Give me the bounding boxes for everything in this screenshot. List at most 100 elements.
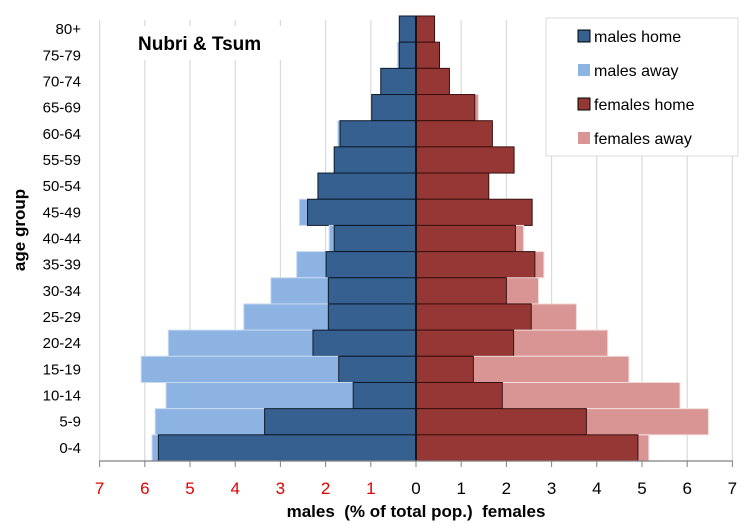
bar-males-home xyxy=(312,329,417,357)
bar-females-home xyxy=(415,146,515,174)
x-tick-label-males: 6 xyxy=(140,479,149,498)
y-tick-label: 60-64 xyxy=(43,126,81,143)
bar-females-away xyxy=(513,329,609,357)
y-tick-label: 5-9 xyxy=(59,414,81,431)
bar-females-home xyxy=(415,41,441,69)
y-tick-labels: 80+ 75-79 70-74 65-69 60-64 55-59 50-54 45-49 40… xyxy=(43,21,82,457)
bar-males-home xyxy=(317,172,417,200)
bar-females-away xyxy=(474,94,479,122)
bar-females-home xyxy=(415,303,532,331)
legend-swatch xyxy=(577,29,591,43)
x-tick-label-females: 0 xyxy=(411,479,420,498)
y-tick-label: 25-29 xyxy=(43,309,81,326)
bar-females-home xyxy=(415,15,436,43)
x-tick-label-females: 5 xyxy=(637,479,646,498)
bar-males-away xyxy=(298,198,309,226)
x-tick-label-males: 2 xyxy=(321,479,330,498)
y-tick-label: 0-4 xyxy=(59,440,81,457)
x-tick-label-females: 6 xyxy=(682,479,691,498)
x-tick-label-females: 7 xyxy=(728,479,737,498)
x-tick-label-females: 3 xyxy=(547,479,556,498)
bar-females-home xyxy=(415,251,536,279)
bar-females-home xyxy=(415,172,490,200)
bar-females-away xyxy=(585,408,709,436)
legend-label: males home xyxy=(594,29,681,46)
x-tick-label-males: 1 xyxy=(366,479,375,498)
chart-title: Nubri & Tsum xyxy=(138,34,261,55)
bar-females-away xyxy=(530,303,577,331)
bar-females-home xyxy=(415,408,587,436)
bar-females-away xyxy=(472,355,630,383)
bar-females-away xyxy=(534,251,545,279)
x-tick-label-females: 1 xyxy=(456,479,465,498)
legend-label: males away xyxy=(594,63,678,80)
bar-males-home xyxy=(333,146,417,174)
bar-females-home xyxy=(415,224,516,253)
bar-males-home xyxy=(352,381,417,410)
legend-swatch xyxy=(578,132,590,144)
bar-males-home xyxy=(398,41,417,69)
bar-females-home xyxy=(415,198,533,226)
bar-males-home xyxy=(380,67,417,96)
y-axis-label: age group xyxy=(10,189,29,271)
bar-males-home xyxy=(307,198,417,226)
bar-males-away xyxy=(167,329,314,357)
y-tick-label: 20-24 xyxy=(43,335,81,352)
bar-males-home xyxy=(325,251,417,279)
bar-males-away xyxy=(151,434,159,462)
bar-males-away xyxy=(140,355,340,383)
bar-males-home xyxy=(398,15,417,43)
bar-males-away xyxy=(154,408,266,436)
bar-females-home xyxy=(415,329,515,357)
y-tick-label: 10-14 xyxy=(43,388,81,405)
y-tick-label: 70-74 xyxy=(43,73,81,90)
bar-males-away xyxy=(296,251,327,279)
legend-swatch xyxy=(578,64,590,76)
bar-males-home xyxy=(157,434,417,462)
bar-females-home xyxy=(415,67,450,96)
x-axis-label: males (% of total pop.) females xyxy=(287,502,546,521)
title-background xyxy=(130,26,290,60)
y-tick-label: 40-44 xyxy=(43,231,81,248)
x-tick-label-males: 5 xyxy=(185,479,194,498)
x-tick-label-females: 2 xyxy=(502,479,511,498)
bar-females-home xyxy=(415,381,503,410)
bar-males-home xyxy=(327,277,417,305)
x-tick-labels: 7 6 5 4 3 2 1 0 1 2 3 4 5 6 7 xyxy=(95,479,737,498)
legend-swatch xyxy=(577,97,591,111)
bar-females-home xyxy=(415,355,474,383)
bar-males-home xyxy=(338,355,417,383)
y-tick-label: 45-49 xyxy=(43,204,81,221)
bar-males-away xyxy=(328,224,335,253)
bar-females-home xyxy=(415,277,507,305)
y-tick-label: 55-59 xyxy=(43,152,81,169)
bars xyxy=(140,15,709,462)
y-tick-label: 35-39 xyxy=(43,257,81,274)
bar-males-away xyxy=(270,277,329,305)
x-tick-label-females: 4 xyxy=(592,479,601,498)
bar-females-away xyxy=(505,277,539,305)
y-tick-label: 30-34 xyxy=(43,283,81,300)
x-tick-label-males: 4 xyxy=(230,479,239,498)
y-tick-label: 15-19 xyxy=(43,361,81,378)
bar-males-home xyxy=(339,120,417,148)
bar-males-home xyxy=(371,94,417,122)
bar-females-away xyxy=(637,434,650,462)
bar-females-away xyxy=(514,224,525,253)
bar-females-away xyxy=(501,381,681,410)
bar-females-home xyxy=(415,94,476,122)
y-tick-label: 65-69 xyxy=(43,100,81,117)
bar-males-home xyxy=(327,303,417,331)
legend-label: females away xyxy=(594,131,692,148)
bar-males-away xyxy=(243,303,329,331)
y-tick-label: 80+ xyxy=(56,21,82,38)
bar-males-away xyxy=(165,381,354,410)
y-tick-label: 75-79 xyxy=(43,47,81,64)
x-tick-label-males: 3 xyxy=(276,479,285,498)
legend-label: females home xyxy=(594,97,695,114)
bar-males-home xyxy=(333,224,417,253)
y-tick-label: 50-54 xyxy=(43,178,81,195)
x-tick-label-males: 7 xyxy=(95,479,104,498)
bar-females-home xyxy=(415,120,493,148)
